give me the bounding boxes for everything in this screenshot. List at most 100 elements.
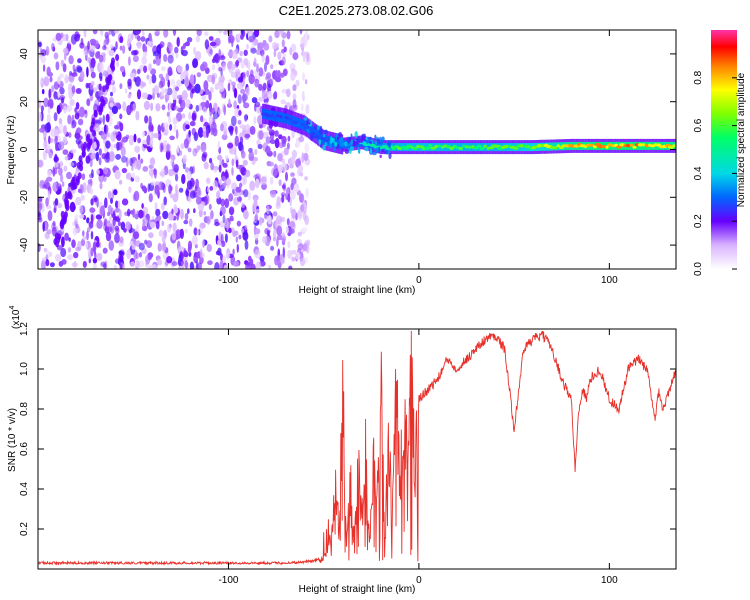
noise-blob <box>76 66 83 73</box>
noise-blob <box>102 53 106 63</box>
ridge-core <box>269 114 275 118</box>
noise-blob <box>151 124 154 132</box>
noise-blob <box>38 41 42 48</box>
ridge-core <box>275 114 281 118</box>
noise-blob <box>217 247 222 256</box>
noise-blob <box>276 255 280 262</box>
noise-blob <box>249 125 256 135</box>
noise-blob <box>143 100 150 111</box>
noise-blob <box>272 168 278 177</box>
snr-scale-base: (x10 <box>11 309 22 329</box>
noise-blob <box>237 82 244 90</box>
noise-blob <box>119 83 123 90</box>
noise-blob <box>221 182 227 189</box>
noise-blob <box>265 55 270 65</box>
noise-blob <box>160 66 166 72</box>
noise-blob <box>172 117 178 125</box>
noise-blob <box>301 152 305 163</box>
noise-blob <box>161 220 165 227</box>
noise-blob <box>38 196 43 203</box>
noise-blob <box>269 177 274 185</box>
ridge-core <box>644 144 649 148</box>
noise-streak-blob <box>99 95 104 103</box>
ridge-scatter <box>364 146 369 152</box>
noise-blob <box>48 135 51 145</box>
noise-blob <box>268 161 275 167</box>
noise-blob <box>139 80 145 89</box>
noise-blob <box>220 206 226 216</box>
ridge-scatter <box>344 141 348 147</box>
noise-blob <box>238 110 242 116</box>
noise-blob <box>167 79 170 88</box>
noise-blob <box>209 157 213 164</box>
noise-blob <box>148 75 152 85</box>
noise-blob <box>144 45 148 53</box>
noise-blob <box>208 91 212 101</box>
noise-blob <box>237 94 242 104</box>
noise-blob <box>276 225 283 237</box>
noise-blob <box>283 147 289 156</box>
noise-blob <box>239 182 243 189</box>
noise-blob <box>289 156 296 165</box>
noise-blob <box>60 174 64 183</box>
y-tick-label: 0.8 <box>19 402 30 416</box>
noise-blob <box>210 127 214 136</box>
noise-blob <box>156 259 163 266</box>
noise-blob <box>167 54 174 64</box>
noise-blob <box>304 79 308 85</box>
noise-blob <box>196 145 201 151</box>
noise-blob <box>127 208 131 217</box>
noise-streak-blob <box>111 57 115 65</box>
noise-blob <box>290 182 294 191</box>
noise-blob <box>228 227 232 234</box>
noise-blob <box>74 132 81 140</box>
noise-blob <box>266 205 270 215</box>
svg-text:(x104: (x104 <box>9 306 22 329</box>
noise-blob <box>228 98 231 107</box>
noise-blob <box>222 62 226 71</box>
noise-blob <box>268 264 271 269</box>
noise-blob <box>100 30 104 37</box>
noise-blob <box>129 228 136 233</box>
noise-blob <box>183 219 189 225</box>
noise-blob <box>86 217 90 224</box>
noise-blob <box>223 30 228 36</box>
ridge-core <box>321 136 327 141</box>
noise-blob <box>112 130 119 136</box>
noise-blob <box>90 198 94 206</box>
noise-blob <box>194 83 201 94</box>
noise-blob <box>147 254 152 261</box>
noise-blob <box>250 263 256 269</box>
noise-blob <box>72 227 78 236</box>
noise-blob <box>112 210 116 217</box>
noise-blob <box>165 97 168 103</box>
ridge-scatter <box>353 141 358 146</box>
noise-blob <box>300 103 304 112</box>
noise-blob <box>176 65 183 73</box>
noise-blob <box>147 264 154 269</box>
noise-blob <box>131 165 134 172</box>
noise-blob <box>149 221 156 228</box>
noise-blob <box>205 177 211 184</box>
noise-blob <box>58 123 64 134</box>
colorbar-label: Normalized spectral amplitude <box>736 72 747 207</box>
ridge-core <box>550 145 555 150</box>
noise-blob <box>68 132 72 138</box>
spectrogram-noise <box>38 30 311 269</box>
noise-blob <box>189 261 194 269</box>
noise-blob <box>53 207 57 214</box>
noise-blob <box>210 210 214 220</box>
noise-blob <box>163 30 169 38</box>
noise-blob <box>206 243 212 253</box>
noise-blob <box>175 184 178 195</box>
noise-blob <box>90 214 94 225</box>
noise-blob <box>305 104 310 115</box>
noise-blob <box>46 144 51 154</box>
noise-blob <box>256 63 259 73</box>
ridge-scatter <box>374 134 377 140</box>
noise-blob <box>69 71 72 76</box>
noise-blob <box>254 148 258 156</box>
noise-blob <box>40 55 46 64</box>
noise-blob <box>75 196 82 206</box>
noise-blob <box>102 70 109 77</box>
